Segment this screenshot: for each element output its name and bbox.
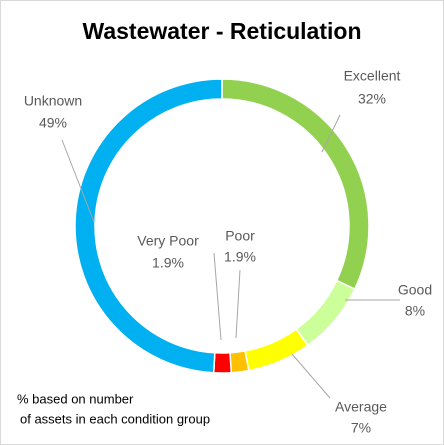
category-label: Average — [335, 399, 387, 415]
value-label: 1.9% — [152, 255, 184, 271]
value-label: 8% — [405, 303, 425, 319]
donut-segment — [74, 78, 223, 374]
leader-line — [321, 114, 341, 153]
category-label: Unknown — [24, 93, 82, 109]
category-label: Good — [398, 282, 432, 298]
category-label: Poor — [225, 228, 255, 244]
donut-segment — [229, 350, 250, 374]
category-label: Very Poor — [137, 233, 199, 249]
leader-line — [213, 252, 222, 341]
value-label: 7% — [351, 420, 371, 436]
note: % based on number — [17, 391, 134, 406]
value-label: 49% — [39, 115, 67, 131]
category-label: Excellent — [344, 68, 401, 84]
value-label: 32% — [358, 91, 386, 107]
leader-line — [235, 269, 241, 339]
leader-line — [61, 139, 95, 223]
chart-title: Wastewater - Reticulation — [82, 18, 361, 44]
note: of assets in each condition group — [20, 411, 210, 426]
donut-segment — [212, 351, 233, 374]
leader-line — [291, 353, 331, 399]
value-label: 1.9% — [224, 249, 256, 265]
